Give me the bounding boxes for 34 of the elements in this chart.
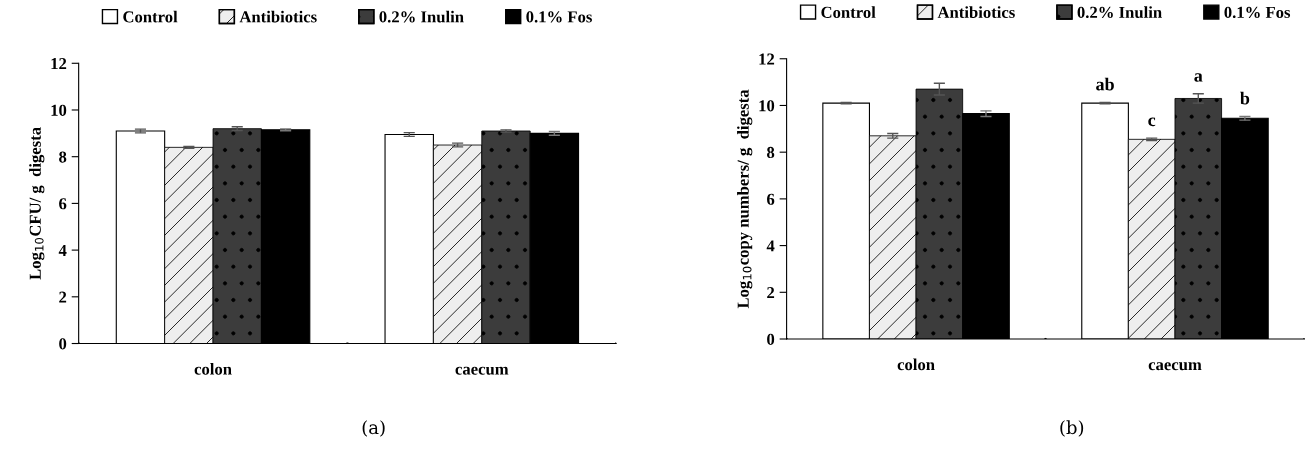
legend-label: 0.1% Fos (526, 11, 592, 23)
x-tick-label: caecum (455, 366, 509, 375)
y-tick-label: 6 (59, 198, 67, 210)
y-tick-label: 0 (59, 338, 67, 350)
legend-label: Control (821, 6, 876, 18)
legend-label: Antibiotics (239, 10, 317, 23)
y-tick-label: 2 (59, 291, 67, 303)
y-tick-label: 12 (51, 58, 67, 70)
annotation: ab (1096, 77, 1114, 91)
y-tick-label: 4 (766, 240, 775, 252)
y-tick-label: 12 (759, 53, 775, 65)
y-tick-label: 10 (759, 100, 775, 112)
y-tick-label: 6 (767, 193, 775, 205)
legend-label: 0.1% Fos (1224, 6, 1291, 19)
y-tick-label: 2 (767, 287, 775, 299)
x-tick-label: colon (194, 362, 232, 375)
y-tick-label: 4 (58, 244, 67, 256)
annotation: c (1148, 117, 1156, 127)
y-axis-title: Log$_{10}$copy numbers/ g digesta (737, 89, 753, 309)
legend-label: Control (123, 10, 178, 23)
annotation: a (1194, 73, 1203, 82)
text: (b) (1060, 420, 1084, 437)
legend-label: 0.2% Inulin (1077, 6, 1162, 19)
y-tick-label: 10 (51, 104, 67, 116)
y-tick-label: 8 (767, 146, 775, 159)
y-tick-label: 8 (59, 151, 67, 163)
legend-label: 0.2% Inulin (379, 10, 464, 23)
text: (a) (362, 420, 385, 437)
annotation: b (1240, 91, 1250, 105)
x-tick-label: caecum (1148, 362, 1202, 371)
x-tick-label: colon (897, 358, 935, 371)
legend-label: Antibiotics (937, 6, 1015, 18)
y-axis-title: Log$_{10}$CFU/ g digesta (29, 127, 45, 280)
y-tick-label: 0 (767, 333, 775, 345)
